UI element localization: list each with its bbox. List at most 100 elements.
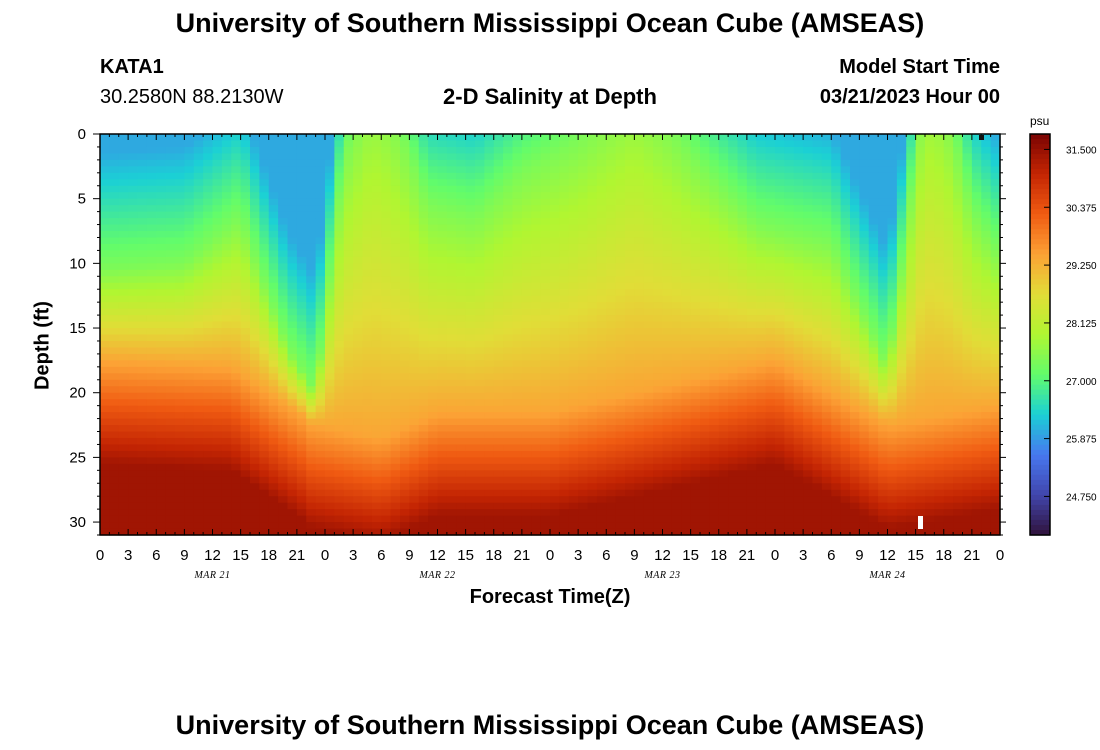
heatmap-cell bbox=[625, 502, 635, 510]
heatmap-cell bbox=[625, 276, 635, 284]
heatmap-cell bbox=[165, 146, 176, 155]
heatmap-cell bbox=[109, 159, 120, 167]
heatmap-cell bbox=[343, 172, 354, 180]
heatmap-cell bbox=[831, 146, 842, 155]
heatmap-cell bbox=[353, 353, 364, 361]
heatmap-cell bbox=[625, 263, 635, 271]
heatmap-cell bbox=[662, 489, 673, 497]
heatmap-cell bbox=[212, 489, 223, 497]
heatmap-cell bbox=[662, 276, 673, 284]
heatmap-cell bbox=[475, 509, 485, 517]
heatmap-cell bbox=[409, 256, 420, 264]
heatmap-cell bbox=[165, 366, 176, 374]
heatmap-cell bbox=[437, 483, 448, 491]
heatmap-cell bbox=[578, 172, 589, 180]
heatmap-cell bbox=[606, 185, 617, 193]
heatmap-cell bbox=[746, 153, 757, 161]
heatmap-cell bbox=[325, 347, 335, 355]
heatmap-cell bbox=[268, 528, 279, 536]
heatmap-cell bbox=[784, 224, 795, 232]
heatmap-cell bbox=[568, 444, 579, 452]
heatmap-cell bbox=[643, 366, 654, 374]
heatmap-cell bbox=[821, 496, 832, 504]
heatmap-cell bbox=[587, 321, 598, 329]
heatmap-cell bbox=[128, 502, 139, 510]
heatmap-cell bbox=[765, 509, 776, 517]
heatmap-cell bbox=[775, 192, 785, 200]
heatmap-cell bbox=[493, 405, 504, 413]
heatmap-cell bbox=[259, 476, 270, 484]
heatmap-cell bbox=[718, 373, 729, 381]
heatmap-cell bbox=[287, 276, 298, 284]
heatmap-cell bbox=[681, 263, 692, 271]
heatmap-cell bbox=[812, 159, 823, 167]
heatmap-cell bbox=[465, 205, 476, 213]
heatmap-cell bbox=[550, 450, 560, 458]
heatmap-cell bbox=[737, 470, 748, 478]
heatmap-cell bbox=[325, 256, 335, 264]
heatmap-cell bbox=[362, 224, 373, 232]
heatmap-cell bbox=[709, 522, 720, 530]
heatmap-cell bbox=[240, 334, 251, 342]
heatmap-cell bbox=[118, 431, 129, 439]
heatmap-cell bbox=[165, 392, 176, 400]
heatmap-cell bbox=[296, 366, 307, 374]
heatmap-cell bbox=[568, 243, 579, 252]
heatmap-cell bbox=[540, 528, 551, 536]
heatmap-cell bbox=[409, 444, 420, 452]
heatmap-cell bbox=[550, 340, 560, 349]
heatmap-cell bbox=[643, 489, 654, 497]
heatmap-cell bbox=[521, 289, 532, 297]
heatmap-cell bbox=[409, 399, 420, 407]
heatmap-cell bbox=[250, 146, 260, 155]
heatmap-cell bbox=[700, 450, 710, 458]
heatmap-cell bbox=[671, 146, 682, 155]
heatmap-cell bbox=[268, 340, 279, 349]
heatmap-cell bbox=[681, 340, 692, 349]
heatmap-cell bbox=[362, 353, 373, 361]
heatmap-cell bbox=[484, 205, 495, 213]
heatmap-cell bbox=[634, 134, 645, 142]
heatmap-cell bbox=[231, 146, 242, 155]
heatmap-cell bbox=[540, 192, 551, 200]
heatmap-cell bbox=[100, 373, 110, 381]
heatmap-cell bbox=[850, 153, 860, 161]
heatmap-cell bbox=[418, 231, 429, 239]
heatmap-cell bbox=[681, 457, 692, 465]
heatmap-cell bbox=[409, 289, 420, 297]
heatmap-cell bbox=[596, 256, 607, 264]
heatmap-cell bbox=[784, 269, 795, 277]
heatmap-cell bbox=[784, 522, 795, 530]
heatmap-cell bbox=[709, 243, 720, 252]
heatmap-cell bbox=[681, 528, 692, 536]
heatmap-cell bbox=[353, 457, 364, 465]
heatmap-cell bbox=[325, 172, 335, 180]
heatmap-cell bbox=[287, 295, 298, 303]
heatmap-cell bbox=[671, 483, 682, 491]
heatmap-cell bbox=[681, 496, 692, 504]
heatmap-cell bbox=[634, 437, 645, 446]
heatmap-cell bbox=[746, 418, 757, 426]
heatmap-cell bbox=[240, 205, 251, 213]
heatmap-cell bbox=[840, 282, 851, 290]
heatmap-cell bbox=[475, 256, 485, 264]
heatmap-cell bbox=[559, 172, 570, 180]
heatmap-cell bbox=[212, 347, 223, 355]
heatmap-cell bbox=[268, 496, 279, 504]
heatmap-cell bbox=[193, 476, 204, 484]
heatmap-cell bbox=[118, 366, 129, 374]
heatmap-cell bbox=[521, 386, 532, 394]
heatmap-cell bbox=[578, 205, 589, 213]
heatmap-cell bbox=[456, 457, 467, 465]
heatmap-cell bbox=[446, 179, 457, 187]
heatmap-cell bbox=[465, 489, 476, 497]
heatmap-cell bbox=[765, 218, 776, 226]
heatmap-cell bbox=[109, 263, 120, 271]
heatmap-cell bbox=[596, 302, 607, 310]
heatmap-cell bbox=[625, 289, 635, 297]
heatmap-cell bbox=[681, 425, 692, 433]
heatmap-cell bbox=[221, 340, 232, 349]
heatmap-cell bbox=[371, 211, 382, 219]
heatmap-cell bbox=[446, 522, 457, 530]
heatmap-cell bbox=[625, 198, 635, 206]
